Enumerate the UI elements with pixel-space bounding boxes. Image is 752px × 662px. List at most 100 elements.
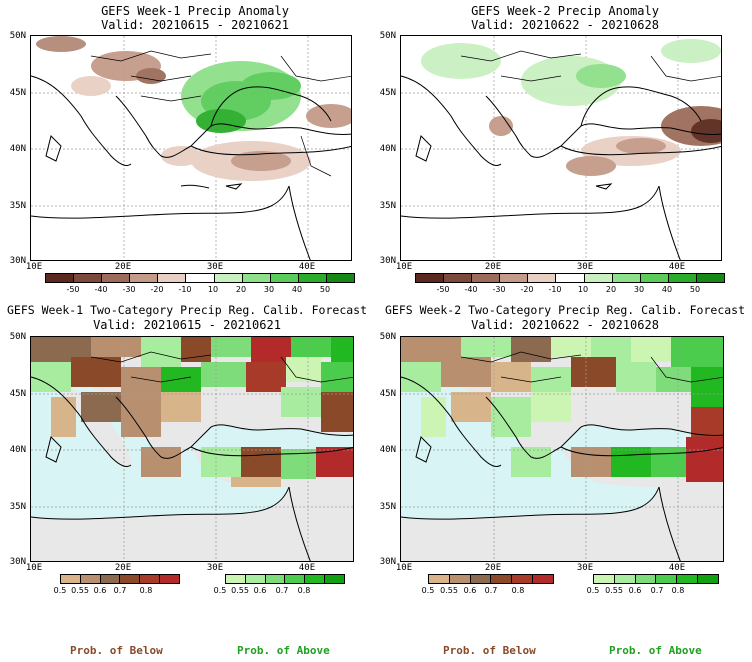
lat-label: 35N — [9, 201, 26, 211]
lat-label: 30N — [9, 256, 26, 266]
lat-label: 45N — [379, 88, 396, 98]
colorbar-swatch — [472, 274, 501, 282]
colorbar-label: 0.6 — [628, 586, 642, 595]
lon-label: 30E — [206, 563, 224, 573]
colorbar-swatch — [470, 575, 492, 583]
colorbar-label: -30 — [122, 285, 136, 294]
colorbar-swatch — [594, 575, 615, 583]
panel-title: GEFS Week-1 Precip Anomaly — [101, 4, 289, 18]
map-week2-anomaly — [400, 35, 722, 261]
colorbar-label: 0.5 — [53, 586, 67, 595]
colorbar-label: 0.5 — [421, 586, 435, 595]
lat-label: 45N — [9, 88, 26, 98]
colorbar-swatch — [698, 575, 718, 583]
prob-below-label: Prob. of Below — [443, 644, 536, 657]
lat-label: 40N — [379, 445, 396, 455]
colorbar-swatch — [668, 274, 697, 282]
colorbar-swatch — [325, 575, 344, 583]
colorbar-label: 0.6 — [93, 586, 107, 595]
colorbar-swatch — [326, 274, 355, 282]
colorbar-swatch — [265, 575, 286, 583]
colorbar-swatch — [533, 575, 553, 583]
colorbar-label: 10 — [207, 285, 219, 294]
colorbar-swatch — [640, 274, 669, 282]
colorbar-label: -30 — [492, 285, 506, 294]
colorbar-swatch — [242, 274, 271, 282]
colorbar-swatch — [656, 575, 678, 583]
below-colorbar — [60, 574, 180, 584]
colorbar-label: -20 — [520, 285, 534, 294]
lat-label: 50N — [379, 332, 396, 342]
anomaly-colorbar — [45, 273, 355, 283]
lat-label: 35N — [9, 502, 26, 512]
colorbar-swatch — [305, 575, 326, 583]
map-svg — [31, 36, 351, 260]
lat-label: 30N — [9, 557, 26, 567]
map-week2-probability — [400, 336, 724, 562]
lat-label: 50N — [9, 332, 26, 342]
lon-label: 40E — [298, 262, 316, 272]
panel-subtitle: Valid: 20210615 - 20210621 — [93, 318, 281, 332]
panel-subtitle: Valid: 20210615 - 20210621 — [101, 18, 289, 32]
lat-label: 30N — [379, 256, 396, 266]
colorbar-swatch — [186, 274, 215, 282]
prob-above-label: Prob. of Above — [609, 644, 702, 657]
colorbar-swatch — [100, 575, 121, 583]
colorbar-swatch — [677, 575, 699, 583]
colorbar-swatch — [556, 274, 585, 282]
map-svg — [401, 337, 723, 561]
colorbar-swatch — [74, 274, 103, 282]
colorbar-label: 40 — [661, 285, 673, 294]
lon-label: 40E — [298, 563, 316, 573]
colorbar-swatch — [614, 575, 636, 583]
lat-label: 50N — [379, 31, 396, 41]
colorbar-label: 30 — [633, 285, 645, 294]
colorbar-swatch — [449, 575, 471, 583]
colorbar-label: 50 — [319, 285, 331, 294]
colorbar-label: 30 — [263, 285, 275, 294]
panel-title: GEFS Week-2 Two-Category Precip Reg. Cal… — [384, 303, 746, 317]
map-svg — [401, 36, 721, 260]
panel-title: GEFS Week-1 Two-Category Precip Reg. Cal… — [6, 303, 368, 317]
anomaly-colorbar — [415, 273, 725, 283]
colorbar-label: 0.55 — [440, 586, 458, 595]
colorbar-label: 0.5 — [213, 586, 227, 595]
colorbar-swatch — [444, 274, 473, 282]
panel-subtitle: Valid: 20210622 - 20210628 — [471, 18, 659, 32]
lon-label: 30E — [206, 262, 224, 272]
above-colorbar — [593, 574, 719, 584]
panel-subtitle: Valid: 20210622 - 20210628 — [471, 318, 659, 332]
colorbar-label: -40 — [464, 285, 478, 294]
colorbar-label: 20 — [235, 285, 247, 294]
colorbar-label: -10 — [548, 285, 562, 294]
colorbar-swatch — [102, 274, 131, 282]
colorbar-swatch — [285, 575, 306, 583]
prob-above-label: Prob. of Above — [237, 644, 330, 657]
lat-label: 50N — [9, 31, 26, 41]
colorbar-label: 0.8 — [139, 586, 153, 595]
colorbar-swatch — [245, 575, 266, 583]
colorbar-swatch — [130, 274, 159, 282]
colorbar-label: -40 — [94, 285, 108, 294]
lat-label: 40N — [9, 144, 26, 154]
lon-label: 30E — [576, 262, 594, 272]
below-colorbar — [428, 574, 554, 584]
colorbar-swatch — [491, 575, 513, 583]
colorbar-swatch — [46, 274, 75, 282]
lon-label: 20E — [484, 563, 502, 573]
colorbar-label: 0.6 — [253, 586, 267, 595]
colorbar-swatch — [584, 274, 613, 282]
lon-label: 30E — [576, 563, 594, 573]
colorbar-swatch — [635, 575, 657, 583]
prob-below-label: Prob. of Below — [70, 644, 163, 657]
above-colorbar — [225, 574, 345, 584]
colorbar-swatch — [226, 575, 246, 583]
colorbar-swatch — [158, 274, 187, 282]
colorbar-label: 0.8 — [297, 586, 311, 595]
colorbar-swatch — [612, 274, 641, 282]
colorbar-label: 0.55 — [71, 586, 89, 595]
colorbar-label: 0.8 — [511, 586, 525, 595]
lat-label: 35N — [379, 201, 396, 211]
map-svg — [31, 337, 353, 561]
colorbar-label: 0.5 — [586, 586, 600, 595]
